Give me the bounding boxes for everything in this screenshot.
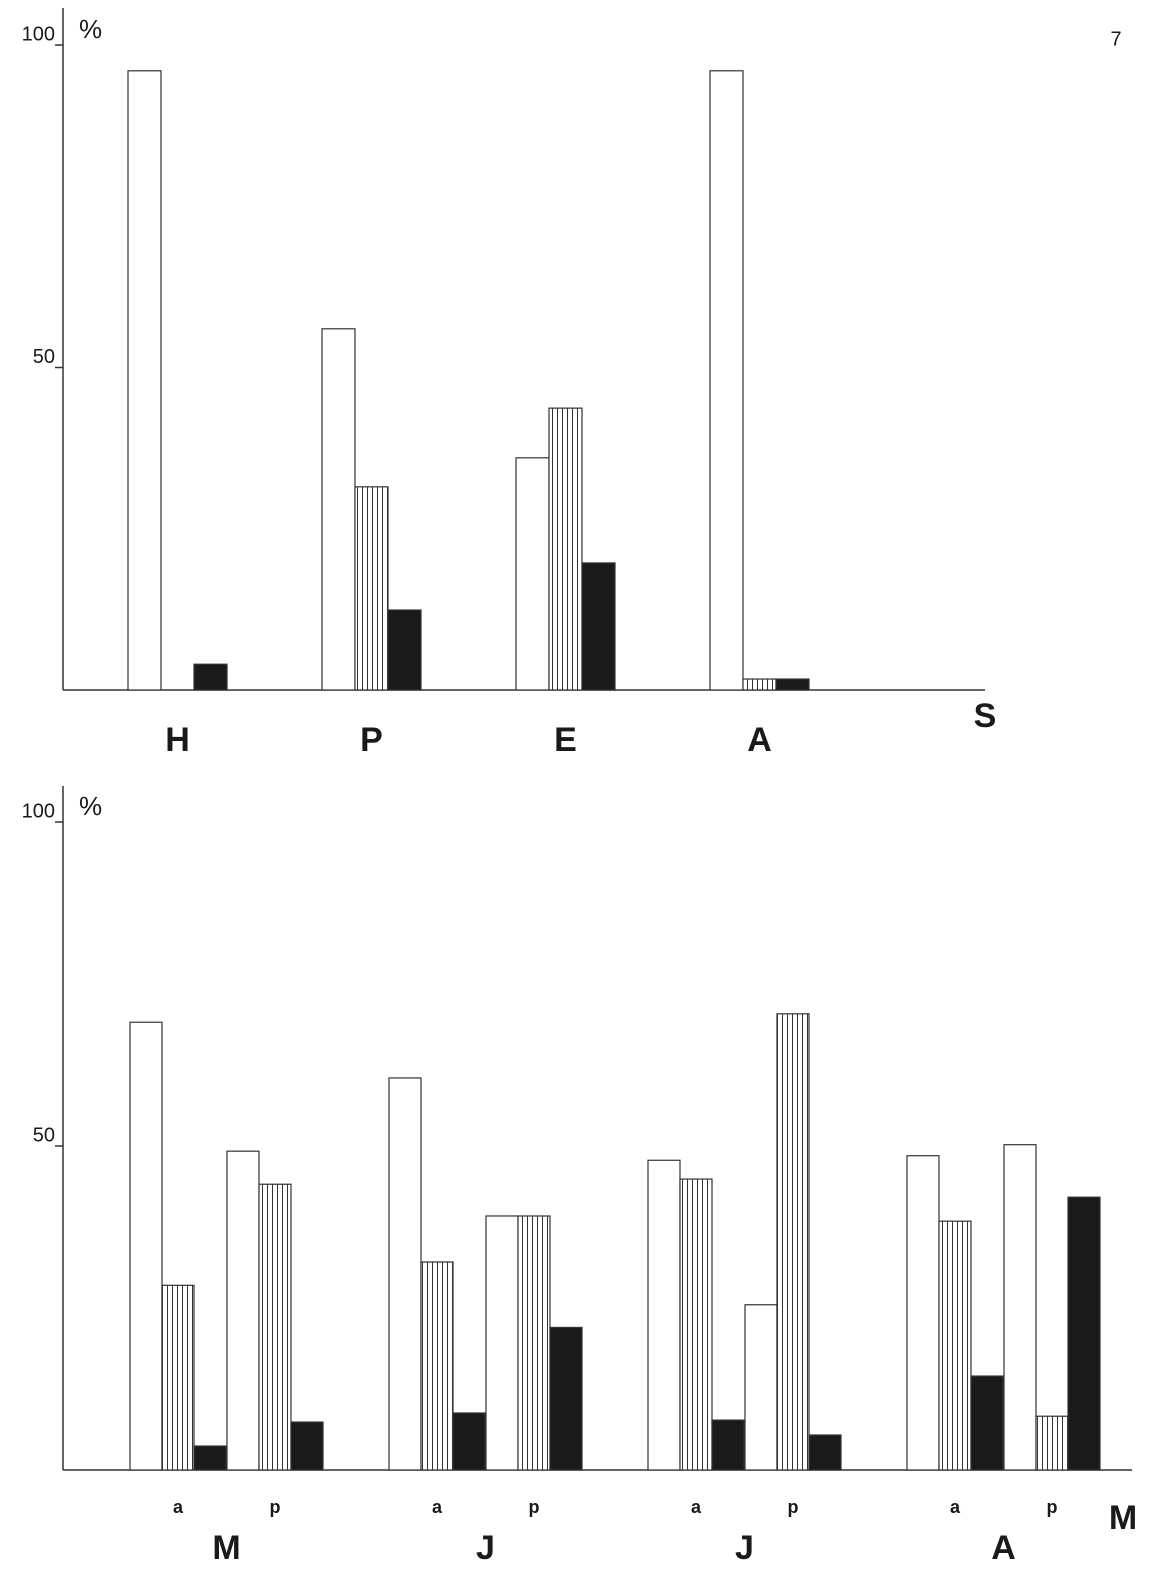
- bar: [161, 1284, 195, 1471]
- bar: [321, 328, 356, 691]
- x-tick-label: P: [360, 721, 383, 759]
- x-tick-label: p: [788, 1497, 799, 1517]
- bar: [1067, 1196, 1101, 1471]
- bar: [515, 457, 550, 691]
- bar: [387, 609, 422, 691]
- x-axis-label: M: [1109, 1499, 1137, 1537]
- bar: [647, 1159, 681, 1471]
- group-label: J: [735, 1529, 754, 1567]
- page-number: 7: [1110, 28, 1121, 50]
- bar: [776, 1013, 810, 1471]
- group-label: M: [212, 1529, 240, 1567]
- bar: [290, 1421, 324, 1471]
- bar: [226, 1150, 260, 1471]
- bar: [742, 678, 777, 691]
- x-tick-label: a: [432, 1497, 443, 1517]
- bar: [517, 1215, 551, 1471]
- bar: [548, 407, 583, 691]
- x-tick-label: A: [747, 721, 772, 759]
- bar: [485, 1215, 519, 1471]
- bar: [549, 1326, 583, 1471]
- y-axis-label: %: [79, 791, 102, 821]
- y-tick-label: 100: [22, 23, 55, 45]
- bar: [938, 1220, 972, 1471]
- bar: [420, 1261, 454, 1471]
- bar: [1035, 1415, 1069, 1471]
- y-axis-label: %: [79, 14, 102, 44]
- bar: [711, 1419, 745, 1471]
- x-tick-label: a: [173, 1497, 184, 1517]
- bar: [193, 1445, 227, 1471]
- y-tick-label: 50: [33, 1124, 55, 1146]
- x-tick-label: a: [950, 1497, 961, 1517]
- y-tick-label: 100: [22, 800, 55, 822]
- bar: [258, 1183, 292, 1471]
- bar: [581, 562, 616, 691]
- bar: [808, 1434, 842, 1471]
- x-axis-label: S: [974, 697, 997, 735]
- bar: [906, 1155, 940, 1471]
- bar: [354, 486, 389, 691]
- bar: [1003, 1144, 1037, 1471]
- x-tick-label: E: [554, 721, 577, 759]
- group-label: J: [476, 1529, 495, 1567]
- x-tick-label: a: [691, 1497, 702, 1517]
- bar: [709, 70, 744, 691]
- bar: [970, 1375, 1004, 1471]
- x-tick-label: p: [270, 1497, 281, 1517]
- bar: [775, 678, 810, 691]
- bar: [679, 1178, 713, 1471]
- bar: [127, 70, 162, 691]
- group-label: A: [991, 1529, 1016, 1567]
- y-tick-label: 50: [33, 346, 55, 368]
- bar: [452, 1412, 486, 1471]
- bar: [129, 1021, 163, 1471]
- bar: [388, 1077, 422, 1471]
- x-tick-label: p: [529, 1497, 540, 1517]
- bar: [193, 663, 228, 691]
- x-tick-label: H: [165, 721, 190, 759]
- x-tick-label: p: [1047, 1497, 1058, 1517]
- bar: [744, 1304, 778, 1471]
